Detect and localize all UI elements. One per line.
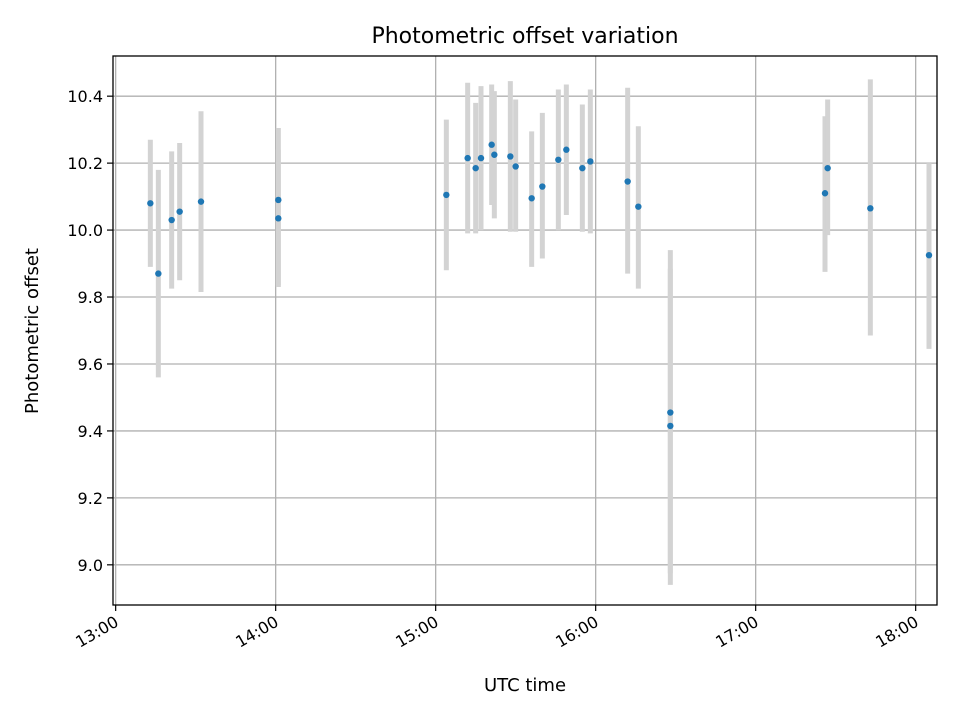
data-point — [443, 191, 450, 199]
data-point — [507, 153, 514, 160]
data-point — [925, 251, 933, 259]
data-point — [587, 158, 594, 165]
data-point — [176, 208, 183, 215]
data-point — [824, 164, 831, 172]
chart-title: Photometric offset variation — [371, 24, 678, 49]
data-point — [563, 146, 570, 153]
data-point — [667, 409, 674, 416]
data-point — [667, 422, 674, 430]
data-point — [491, 151, 498, 158]
y-tick-label: 10.4 — [67, 87, 103, 106]
x-tick-label: 14:00 — [232, 612, 281, 652]
y-tick-label: 9.8 — [78, 288, 103, 307]
x-tick-label: 17:00 — [712, 612, 761, 652]
grid-layer — [113, 56, 937, 605]
x-tick-label: 16:00 — [552, 612, 601, 652]
y-axis-label: Photometric offset — [22, 248, 43, 414]
y-tick-label: 9.2 — [78, 489, 103, 508]
data-point — [464, 154, 471, 162]
data-point — [275, 196, 282, 204]
data-point — [155, 270, 162, 277]
data-point — [472, 164, 479, 172]
data-point — [635, 203, 642, 210]
data-point — [197, 198, 205, 205]
data-point — [528, 195, 535, 202]
y-tick-label: 9.4 — [78, 422, 103, 441]
data-point — [555, 156, 562, 163]
y-tick-label: 10.2 — [67, 154, 103, 173]
point-layer — [147, 141, 933, 430]
error-bar-layer — [147, 79, 932, 585]
data-point — [624, 178, 631, 185]
data-point — [539, 183, 546, 190]
x-tick-label: 18:00 — [872, 612, 921, 652]
data-point — [168, 216, 175, 224]
y-tick-label: 9.0 — [78, 556, 103, 575]
x-tick-label: 13:00 — [72, 612, 121, 652]
data-point — [147, 200, 154, 207]
y-tick-label: 10.0 — [67, 221, 103, 240]
plot-frame — [112, 55, 938, 606]
y-tick-label: 9.6 — [78, 355, 103, 374]
data-point — [477, 154, 485, 162]
data-point — [275, 215, 282, 222]
x-tick-label: 15:00 — [392, 612, 441, 652]
data-point — [488, 141, 495, 148]
data-point — [579, 164, 586, 172]
x-axis-label: UTC time — [484, 675, 566, 696]
data-point — [821, 190, 829, 197]
data-point — [867, 205, 874, 212]
data-point — [512, 163, 519, 170]
